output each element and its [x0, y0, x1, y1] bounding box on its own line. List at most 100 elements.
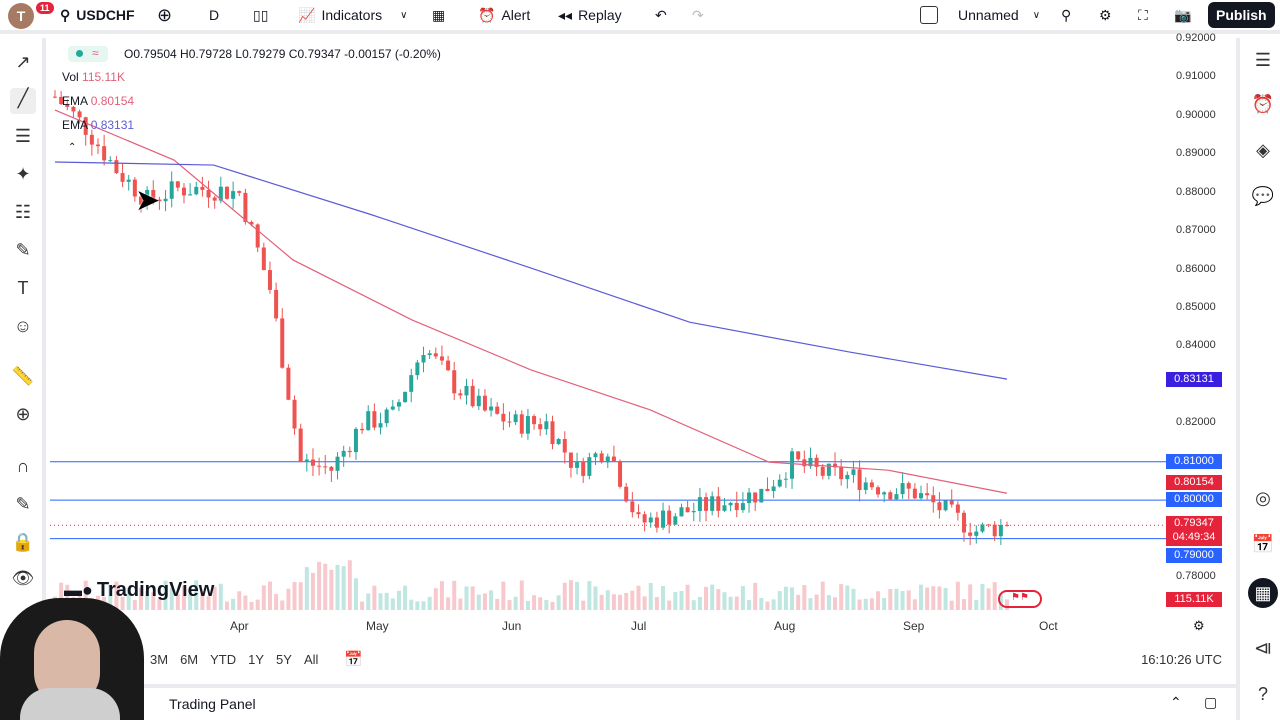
volume-legend[interactable]: Vol 115.11K	[62, 70, 125, 84]
volume-bar	[372, 585, 377, 610]
drawing-toolbar: ↗ ╱ ☰ ✦ ☷ ✎ T ☺ 📏 ⊕ ∩ ✎ 🔒 👁	[0, 38, 46, 680]
time-tick: May	[366, 619, 389, 633]
volume-bar	[366, 593, 371, 610]
clock-time[interactable]: 16:10:26 UTC	[1141, 652, 1222, 667]
cursor-icon[interactable]: ↗	[15, 52, 31, 72]
date-range-icon[interactable]: 📅	[344, 651, 363, 668]
line-079-label: 0.79000	[1166, 548, 1222, 563]
replay-button[interactable]: ◂◂ Replay	[558, 6, 622, 24]
volume-bar	[83, 580, 88, 610]
interval-button[interactable]: D	[209, 7, 220, 23]
auto-scale-icon[interactable]: ⚙	[1193, 618, 1205, 633]
calendar-icon[interactable]: 📅	[1251, 534, 1275, 554]
help-icon[interactable]: ?	[1257, 684, 1268, 704]
quick-search-icon[interactable]: ⚲	[1061, 6, 1072, 23]
layers-icon[interactable]: ◈	[1256, 140, 1270, 160]
volume-bar	[808, 598, 813, 610]
chevron-up-icon[interactable]: ⌃	[1170, 694, 1182, 710]
range-button-1y[interactable]: 1Y	[248, 652, 265, 667]
volume-bar	[181, 585, 186, 610]
target-icon[interactable]: ◎	[1255, 488, 1271, 508]
alert-button[interactable]: ⏰ Alert	[478, 6, 531, 24]
range-button-6m[interactable]: 6M	[180, 652, 199, 667]
zoom-in-icon[interactable]: ⊕	[15, 404, 31, 424]
chat-icon[interactable]: 💬	[1251, 186, 1275, 206]
pattern-icon[interactable]: ✦	[15, 164, 31, 184]
volume-bar	[403, 585, 408, 610]
brush-icon[interactable]: ✎	[15, 240, 31, 260]
volume-bar	[255, 599, 260, 610]
magnet-icon[interactable]: ∩	[16, 456, 30, 476]
add-symbol-icon[interactable]: ⊕	[157, 4, 173, 25]
horizontal-lines-icon[interactable]: ☰	[14, 126, 32, 146]
range-button-all[interactable]: All	[303, 652, 319, 667]
ema200-legend[interactable]: EMA 0.83131	[62, 118, 135, 132]
candle-body	[243, 192, 248, 222]
volume-bar	[919, 584, 924, 610]
volume-bar	[329, 569, 334, 610]
layouts-icon[interactable]: ▦	[432, 6, 446, 23]
fullscreen-icon[interactable]: ⛶	[1138, 6, 1148, 23]
volume-bar	[734, 596, 739, 610]
volume-bar	[464, 586, 469, 610]
text-icon[interactable]: T	[17, 278, 29, 298]
layout-name-button[interactable]: Unnamed ∨	[920, 0, 1040, 30]
undo-icon[interactable]: ↶	[655, 6, 667, 23]
candles-icon[interactable]: ▯▯	[253, 6, 269, 23]
collapse-legend-icon[interactable]: ⌃	[68, 142, 77, 153]
emoji-icon[interactable]: ☺	[13, 316, 33, 336]
indicators-button[interactable]: 📈 Indicators ∨	[298, 6, 408, 24]
lock-icon[interactable]: 🔒	[11, 532, 35, 552]
economic-events-icon[interactable]: ⚑⚑	[998, 590, 1042, 608]
candle-body	[360, 428, 365, 431]
volume-bar	[261, 585, 266, 610]
range-button-3m[interactable]: 3M	[150, 652, 169, 667]
ruler-icon[interactable]: 📏	[11, 366, 35, 386]
candle-body	[298, 428, 303, 462]
forecast-icon[interactable]: ☷	[14, 202, 32, 222]
symbol-search[interactable]: ⚲ USDCHF	[60, 6, 135, 24]
volume-bar	[188, 594, 193, 610]
candle-body	[538, 424, 543, 430]
candle-body	[415, 362, 420, 376]
alerts-icon[interactable]: ⏰	[1251, 94, 1275, 114]
volume-bar	[218, 583, 223, 610]
lock-drawing-icon[interactable]: ✎	[15, 494, 31, 514]
candle-body	[274, 289, 279, 319]
notification-badge: 11	[36, 2, 54, 14]
user-avatar[interactable]: T 11	[8, 2, 54, 29]
signal-icon[interactable]: ⧏	[1254, 638, 1272, 658]
status-toggle[interactable]: ≈	[68, 46, 108, 62]
candle-body	[943, 500, 948, 511]
publish-button[interactable]: Publish	[1208, 2, 1275, 28]
ema50-line	[54, 109, 1008, 494]
apps-grid-icon[interactable]: ▦	[1248, 578, 1278, 608]
redo-icon[interactable]: ↷	[692, 6, 704, 23]
range-button-5y[interactable]: 5Y	[276, 652, 292, 667]
volume-bar	[378, 593, 383, 610]
trading-panel-tab[interactable]: Trading Panel	[169, 696, 256, 712]
tradingview-logo[interactable]: ▬● TradingView	[64, 579, 215, 601]
volume-bar	[962, 599, 967, 610]
chevron-down-icon: ∨	[400, 9, 408, 21]
maximize-panel-icon[interactable]: ▢	[1204, 694, 1218, 710]
candle-body	[1005, 525, 1009, 527]
candle-body	[765, 488, 770, 492]
volume-bar	[925, 587, 930, 610]
candle-body	[347, 450, 352, 453]
camera-icon[interactable]: 📷	[1174, 6, 1192, 23]
candle-body	[366, 411, 371, 431]
candle-body	[796, 451, 801, 460]
volume-bar	[747, 599, 752, 610]
time-tick: Jul	[631, 619, 647, 633]
watchlist-icon[interactable]: ☰	[1254, 50, 1272, 70]
candle-body	[470, 385, 475, 407]
candle-body	[630, 501, 635, 513]
eye-icon[interactable]: 👁	[11, 568, 35, 588]
trend-line-icon[interactable]: ╱	[10, 88, 36, 114]
settings-icon[interactable]: ⚙	[1099, 6, 1112, 23]
volume-bar	[826, 595, 831, 610]
ema50-legend[interactable]: EMA 0.80154	[62, 94, 135, 108]
price-chart[interactable]	[50, 38, 1220, 638]
range-button-ytd[interactable]: YTD	[210, 652, 237, 667]
